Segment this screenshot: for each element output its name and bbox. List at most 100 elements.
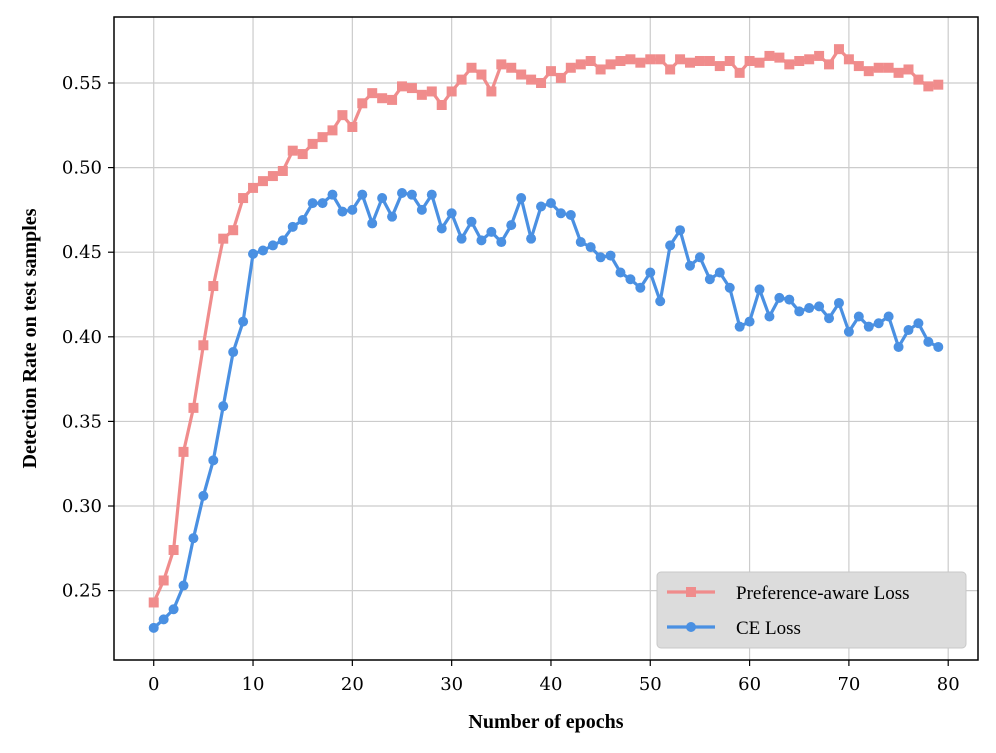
data-point-ce-loss bbox=[248, 248, 259, 259]
data-point-preference-aware bbox=[873, 62, 884, 73]
data-point-preference-aware bbox=[536, 77, 547, 88]
data-point-ce-loss bbox=[377, 193, 388, 204]
data-point-preference-aware bbox=[615, 55, 626, 66]
data-point-preference-aware bbox=[595, 64, 606, 75]
data-point-preference-aware bbox=[704, 55, 715, 66]
data-point-preference-aware bbox=[426, 86, 437, 97]
x-axis: 0 10 20 30 40 50 60 70 80 bbox=[148, 660, 960, 695]
legend-marker-preference-aware bbox=[686, 587, 696, 597]
legend-marker-ce-loss bbox=[686, 622, 696, 632]
data-point-ce-loss bbox=[456, 233, 467, 244]
data-point-preference-aware bbox=[287, 145, 298, 156]
data-point-ce-loss bbox=[257, 245, 268, 256]
data-point-ce-loss bbox=[853, 311, 864, 322]
data-point-preference-aware bbox=[168, 545, 179, 556]
data-point-ce-loss bbox=[635, 282, 646, 293]
data-point-preference-aware bbox=[794, 55, 805, 66]
data-point-ce-loss bbox=[228, 347, 239, 358]
data-point-ce-loss bbox=[843, 326, 854, 337]
data-point-preference-aware bbox=[883, 62, 894, 73]
data-point-preference-aware bbox=[853, 61, 864, 72]
data-point-preference-aware bbox=[337, 110, 348, 121]
legend-box bbox=[656, 571, 967, 649]
data-point-ce-loss bbox=[148, 622, 159, 633]
data-point-ce-loss bbox=[615, 267, 626, 278]
data-point-preference-aware bbox=[416, 89, 427, 100]
data-point-ce-loss bbox=[575, 237, 586, 248]
data-point-ce-loss bbox=[367, 218, 378, 229]
data-point-preference-aware bbox=[456, 74, 467, 85]
y-axis: 0.25 0.30 0.35 0.40 0.45 0.50 0.55 bbox=[62, 73, 114, 602]
data-point-preference-aware bbox=[397, 81, 407, 92]
data-point-preference-aware bbox=[208, 281, 219, 292]
x-axis-title: Number of epochs bbox=[468, 711, 623, 733]
data-point-preference-aware bbox=[724, 55, 735, 66]
data-point-preference-aware bbox=[436, 99, 447, 110]
data-point-ce-loss bbox=[804, 303, 815, 314]
data-point-ce-loss bbox=[933, 341, 944, 352]
data-point-ce-loss bbox=[317, 198, 328, 209]
data-point-preference-aware bbox=[466, 62, 477, 73]
data-point-ce-loss bbox=[168, 604, 179, 615]
data-point-ce-loss bbox=[188, 533, 199, 544]
x-tick-label: 80 bbox=[937, 674, 960, 695]
data-point-ce-loss bbox=[764, 311, 775, 322]
data-point-preference-aware bbox=[804, 54, 815, 65]
data-point-preference-aware bbox=[754, 57, 765, 68]
data-point-ce-loss bbox=[655, 296, 666, 307]
data-point-ce-loss bbox=[903, 325, 914, 336]
legend-label-ce-loss: CE Loss bbox=[736, 618, 801, 639]
data-point-preference-aware bbox=[764, 50, 775, 61]
data-point-preference-aware bbox=[228, 225, 239, 236]
data-point-ce-loss bbox=[605, 250, 616, 261]
data-point-preference-aware bbox=[277, 165, 288, 176]
data-point-preference-aware bbox=[238, 193, 249, 204]
data-point-preference-aware bbox=[843, 54, 854, 65]
data-point-preference-aware bbox=[685, 57, 695, 68]
data-point-ce-loss bbox=[506, 220, 517, 231]
series-ce-loss bbox=[148, 187, 944, 633]
data-point-preference-aware bbox=[248, 182, 259, 193]
data-point-ce-loss bbox=[595, 252, 606, 263]
data-point-ce-loss bbox=[744, 316, 755, 327]
data-point-ce-loss bbox=[387, 211, 398, 222]
data-point-ce-loss bbox=[397, 187, 407, 198]
data-point-preference-aware bbox=[476, 69, 487, 80]
data-point-preference-aware bbox=[665, 64, 676, 75]
data-point-preference-aware bbox=[555, 72, 566, 83]
data-point-preference-aware bbox=[158, 575, 169, 586]
data-point-preference-aware bbox=[198, 340, 209, 351]
data-point-preference-aware bbox=[178, 446, 189, 457]
data-point-preference-aware bbox=[377, 93, 388, 104]
data-point-ce-loss bbox=[565, 209, 576, 220]
data-point-ce-loss bbox=[784, 294, 795, 305]
data-point-preference-aware bbox=[148, 597, 159, 608]
data-point-ce-loss bbox=[625, 274, 636, 285]
data-point-ce-loss bbox=[516, 193, 527, 204]
data-point-ce-loss bbox=[287, 221, 298, 232]
y-tick-label: 0.55 bbox=[62, 73, 102, 94]
data-point-ce-loss bbox=[794, 306, 805, 317]
data-point-ce-loss bbox=[863, 321, 874, 332]
data-point-ce-loss bbox=[665, 240, 676, 251]
data-point-ce-loss bbox=[357, 189, 368, 200]
data-point-preference-aware bbox=[267, 171, 278, 182]
data-point-ce-loss bbox=[833, 297, 844, 308]
y-tick-label: 0.35 bbox=[62, 411, 102, 432]
data-point-ce-loss bbox=[426, 189, 437, 200]
data-point-preference-aware bbox=[565, 62, 576, 73]
data-point-ce-loss bbox=[913, 318, 924, 329]
y-tick-label: 0.40 bbox=[62, 327, 102, 348]
data-point-ce-loss bbox=[645, 267, 656, 278]
data-point-preference-aware bbox=[218, 233, 229, 244]
data-point-ce-loss bbox=[218, 401, 229, 412]
data-point-preference-aware bbox=[625, 54, 636, 65]
y-tick-label: 0.25 bbox=[62, 581, 102, 602]
data-point-ce-loss bbox=[685, 260, 695, 271]
data-point-ce-loss bbox=[694, 252, 705, 263]
data-point-ce-loss bbox=[873, 318, 884, 329]
data-point-ce-loss bbox=[734, 321, 745, 332]
x-tick-label: 70 bbox=[837, 674, 860, 695]
data-point-preference-aware bbox=[257, 176, 268, 187]
data-point-ce-loss bbox=[754, 284, 765, 295]
